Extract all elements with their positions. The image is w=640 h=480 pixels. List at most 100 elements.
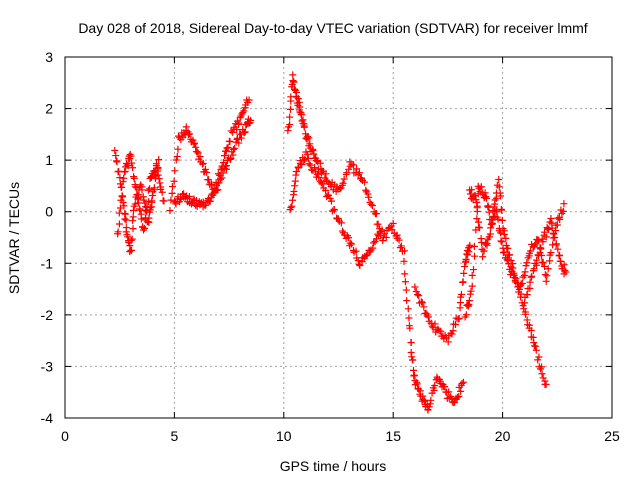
data-point [405, 314, 413, 322]
data-point [226, 138, 234, 146]
data-point [444, 338, 452, 346]
data-point [495, 183, 503, 191]
data-point [495, 176, 503, 184]
data-point [468, 282, 476, 290]
data-point [347, 240, 355, 248]
data-point [286, 105, 294, 113]
data-point [531, 241, 539, 249]
data-point [414, 291, 422, 299]
data-point [462, 255, 470, 263]
data-point [457, 290, 465, 298]
data-point [115, 209, 123, 217]
data-point [239, 109, 247, 117]
data-point [127, 236, 135, 244]
data-point [500, 230, 508, 238]
data-point [369, 244, 377, 252]
data-point [367, 200, 375, 208]
data-point [350, 161, 358, 169]
data-point [129, 164, 137, 172]
data-point [548, 224, 556, 232]
data-point [137, 215, 145, 223]
data-point [286, 121, 294, 129]
data-point [215, 179, 223, 187]
data-point [142, 207, 150, 215]
data-point [487, 224, 495, 232]
data-point [420, 303, 428, 311]
data-point [135, 199, 143, 207]
data-point [298, 161, 306, 169]
data-point [497, 229, 505, 237]
data-point [511, 273, 519, 281]
data-point [133, 184, 141, 192]
data-point [127, 152, 135, 160]
data-point [354, 257, 362, 265]
data-point [526, 278, 534, 286]
data-point [503, 255, 511, 263]
data-point [324, 191, 332, 199]
data-point [133, 191, 141, 199]
data-point [453, 393, 461, 401]
data-point [158, 188, 166, 196]
data-point [504, 257, 512, 265]
data-point [143, 203, 151, 211]
data-point [459, 378, 467, 386]
x-axis-label: GPS time / hours [280, 458, 387, 474]
data-point [467, 287, 475, 295]
data-point [117, 196, 125, 204]
data-point [557, 257, 565, 265]
data-point [486, 230, 494, 238]
data-point [532, 342, 540, 350]
data-point [355, 169, 363, 177]
data-point [395, 236, 403, 244]
data-point [219, 159, 227, 167]
data-point [192, 143, 200, 151]
data-point [400, 257, 408, 265]
data-point [345, 165, 353, 173]
x-tick-label: 15 [385, 428, 401, 444]
data-point [530, 339, 538, 347]
data-point [130, 173, 138, 181]
y-tick-label: 3 [45, 49, 53, 65]
plot-frame [64, 56, 613, 419]
data-point [317, 179, 325, 187]
data-point [356, 262, 364, 270]
data-point [214, 186, 222, 194]
data-point [194, 149, 202, 157]
data-point [544, 265, 552, 273]
data-point [544, 225, 552, 233]
data-point [397, 242, 405, 250]
data-point [471, 192, 479, 200]
data-point [293, 93, 301, 101]
data-point [521, 268, 529, 276]
data-point [112, 152, 120, 160]
data-point [553, 221, 561, 229]
data-point [154, 171, 162, 179]
data-point [535, 353, 543, 361]
data-point [497, 192, 505, 200]
data-point [560, 200, 568, 208]
data-point [138, 186, 146, 194]
data-point [375, 232, 383, 240]
data-point [126, 248, 134, 256]
data-point [429, 324, 437, 332]
y-tick-label: -1 [41, 255, 54, 271]
data-point [311, 164, 319, 172]
data-point [482, 194, 490, 202]
data-point [413, 380, 421, 388]
data-point [515, 285, 523, 293]
data-point [468, 271, 476, 279]
data-point [404, 305, 412, 313]
data-point [415, 385, 423, 393]
data-point [301, 156, 309, 164]
data-point [541, 271, 549, 279]
data-point [140, 224, 148, 232]
data-point [465, 297, 473, 305]
data-point [483, 239, 491, 247]
data-point [488, 219, 496, 227]
data-point [431, 320, 439, 328]
data-point [409, 356, 417, 364]
data-point [172, 200, 180, 208]
data-point [462, 311, 470, 319]
series-track-10 [466, 186, 568, 293]
data-point [538, 370, 546, 378]
